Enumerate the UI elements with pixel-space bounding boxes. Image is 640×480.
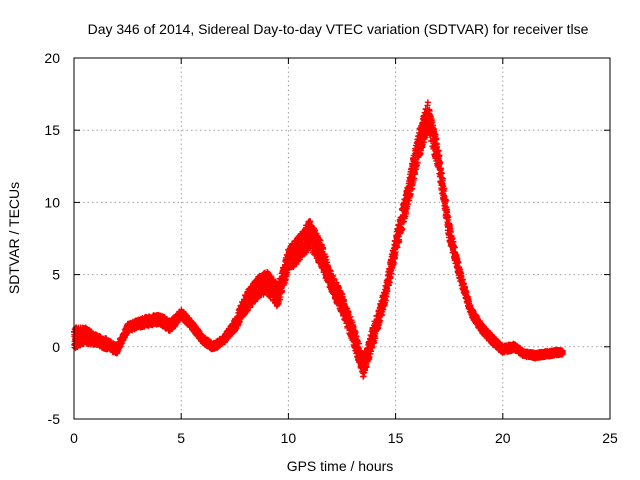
data-point xyxy=(433,143,440,150)
data-point xyxy=(317,237,324,244)
data-point xyxy=(388,270,395,277)
data-point xyxy=(333,279,340,286)
data-point xyxy=(279,287,286,294)
y-tick-label: 10 xyxy=(44,194,60,210)
data-point xyxy=(429,119,436,126)
data-point xyxy=(436,152,443,159)
data-point xyxy=(396,238,403,245)
y-axis-label: SDTVAR / TECUs xyxy=(6,182,22,294)
x-tick-label: 25 xyxy=(602,430,618,446)
y-tick-label: 20 xyxy=(44,50,60,66)
data-point xyxy=(387,273,394,280)
data-point xyxy=(399,226,406,233)
data-point xyxy=(347,313,354,320)
data-point xyxy=(441,185,448,192)
data-point xyxy=(384,288,391,295)
data-point xyxy=(296,256,303,263)
y-tick-label: 15 xyxy=(44,122,60,138)
data-point xyxy=(363,364,370,371)
data-point xyxy=(411,170,418,177)
y-tick-label: 5 xyxy=(52,267,60,283)
y-tick-label: 0 xyxy=(52,339,60,355)
x-tick-label: 15 xyxy=(388,430,404,446)
y-tick-label: -5 xyxy=(48,411,61,427)
data-point xyxy=(361,367,368,374)
data-point xyxy=(422,134,429,141)
data-point xyxy=(369,344,376,351)
data-point xyxy=(282,276,289,283)
gridlines xyxy=(74,58,610,419)
data-point xyxy=(442,197,449,204)
data-point xyxy=(277,294,284,301)
data-point xyxy=(320,246,327,253)
x-axis-label: GPS time / hours xyxy=(287,458,394,474)
data-point xyxy=(355,340,362,347)
x-tick-label: 20 xyxy=(495,430,511,446)
x-tick-label: 0 xyxy=(70,430,78,446)
data-point xyxy=(438,170,445,177)
data-point xyxy=(424,99,431,106)
data-point xyxy=(236,318,243,325)
data-point xyxy=(439,175,446,182)
data-point xyxy=(394,244,401,251)
data-point xyxy=(267,273,274,280)
data-point xyxy=(390,259,397,266)
data-point xyxy=(403,210,410,217)
x-tick-label: 10 xyxy=(281,430,297,446)
x-tick-label: 5 xyxy=(177,430,185,446)
data-point xyxy=(350,323,357,330)
chart-title: Day 346 of 2014, Sidereal Day-to-day VTE… xyxy=(88,21,589,37)
data-point xyxy=(302,249,309,256)
data-point xyxy=(407,190,414,197)
data-point xyxy=(414,159,421,166)
data-points xyxy=(71,99,566,380)
data-point xyxy=(244,307,251,314)
axis-ticks: 0 5 10 15 20 25 -5 0 5 10 15 20 xyxy=(44,50,618,446)
data-point xyxy=(437,159,444,166)
data-point xyxy=(405,201,412,208)
